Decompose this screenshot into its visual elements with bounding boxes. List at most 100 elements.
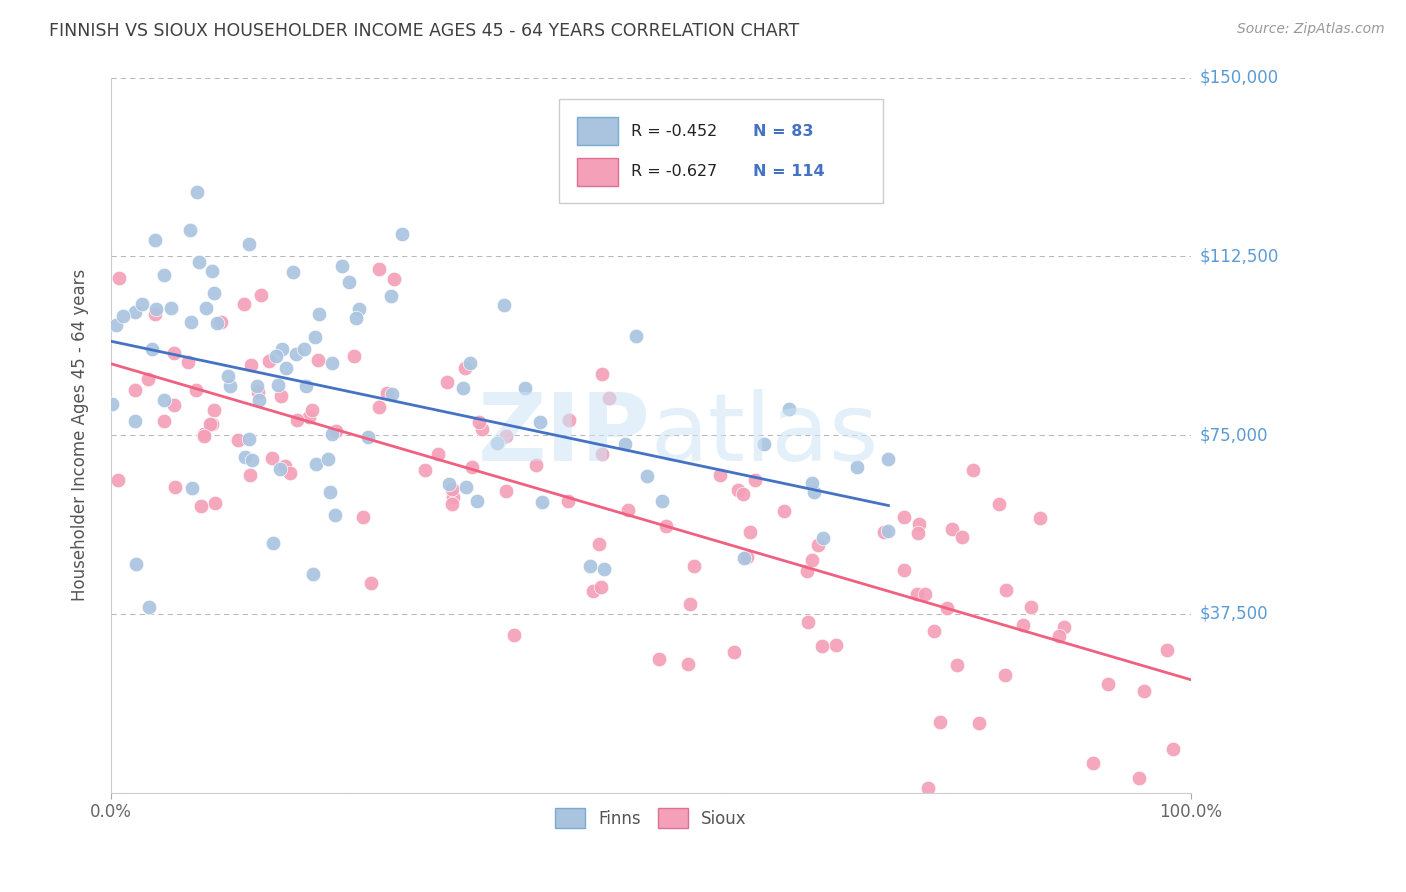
Point [436, 375, 458, 389]
Point [709, 467, 731, 482]
Point [1163, 741, 1185, 756]
Point [316, 452, 339, 467]
Point [233, 297, 256, 311]
Point [1029, 511, 1052, 525]
Point [907, 526, 929, 541]
Point [217, 369, 239, 384]
Y-axis label: Householder Income Ages 45 - 64 years: Householder Income Ages 45 - 64 years [72, 269, 89, 601]
Point [941, 522, 963, 536]
Point [163, 345, 186, 359]
Point [292, 343, 315, 357]
Point [219, 378, 242, 392]
Point [284, 347, 307, 361]
Point [339, 276, 361, 290]
Point [235, 450, 257, 465]
Text: $150,000: $150,000 [1199, 69, 1278, 87]
Point [152, 413, 174, 427]
Point [343, 349, 366, 363]
Point [368, 400, 391, 414]
Point [441, 482, 464, 496]
Point [471, 422, 494, 436]
Point [529, 415, 551, 429]
Point [465, 494, 488, 508]
Point [124, 414, 146, 428]
Text: $112,500: $112,500 [1199, 247, 1278, 265]
Point [302, 567, 325, 582]
Point [163, 398, 186, 412]
Point [962, 463, 984, 477]
Point [893, 509, 915, 524]
Point [636, 469, 658, 483]
Point [598, 391, 620, 405]
Point [301, 403, 323, 417]
Point [461, 459, 484, 474]
Point [994, 667, 1017, 681]
Point [807, 538, 830, 552]
Point [995, 582, 1018, 597]
Point [305, 458, 328, 472]
Point [323, 508, 346, 522]
Point [803, 484, 825, 499]
Point [360, 575, 382, 590]
Point [876, 451, 898, 466]
Point [269, 462, 291, 476]
Point [101, 397, 124, 411]
Bar [578, 117, 619, 145]
Point [226, 433, 249, 447]
Point [811, 532, 834, 546]
Point [908, 517, 931, 532]
Point [190, 499, 212, 513]
Point [678, 597, 700, 611]
Point [1128, 771, 1150, 785]
Point [247, 392, 270, 407]
Point [200, 264, 222, 278]
Point [454, 480, 477, 494]
Point [330, 259, 353, 273]
Point [239, 359, 262, 373]
Point [278, 466, 301, 480]
Point [187, 254, 209, 268]
Point [107, 473, 129, 487]
Point [946, 658, 969, 673]
Point [588, 537, 610, 551]
Point [893, 563, 915, 577]
Point [285, 413, 308, 427]
Point [136, 372, 159, 386]
Legend: Finns, Sioux: Finns, Sioux [548, 802, 754, 834]
Point [184, 383, 207, 397]
Point [513, 381, 536, 395]
Point [458, 356, 481, 370]
Point [193, 426, 215, 441]
Point [740, 525, 762, 540]
Point [125, 558, 148, 572]
Point [454, 361, 477, 376]
Point [592, 562, 614, 576]
Point [441, 497, 464, 511]
Point [382, 272, 405, 286]
Point [391, 227, 413, 242]
Point [773, 504, 796, 518]
Point [810, 639, 832, 653]
Point [437, 476, 460, 491]
Point [260, 450, 283, 465]
Point [1156, 643, 1178, 657]
Point [298, 410, 321, 425]
Point [924, 624, 946, 638]
Point [112, 309, 135, 323]
Point [375, 386, 398, 401]
Point [1097, 677, 1119, 691]
Point [914, 587, 936, 601]
Point [246, 385, 269, 400]
Point [141, 342, 163, 356]
FancyBboxPatch shape [560, 99, 883, 202]
Point [655, 518, 678, 533]
Point [503, 628, 526, 642]
Point [367, 262, 389, 277]
Point [347, 302, 370, 317]
Point [273, 458, 295, 473]
Point [796, 564, 818, 578]
Point [613, 437, 636, 451]
Point [264, 349, 287, 363]
Point [1021, 600, 1043, 615]
Point [582, 584, 605, 599]
